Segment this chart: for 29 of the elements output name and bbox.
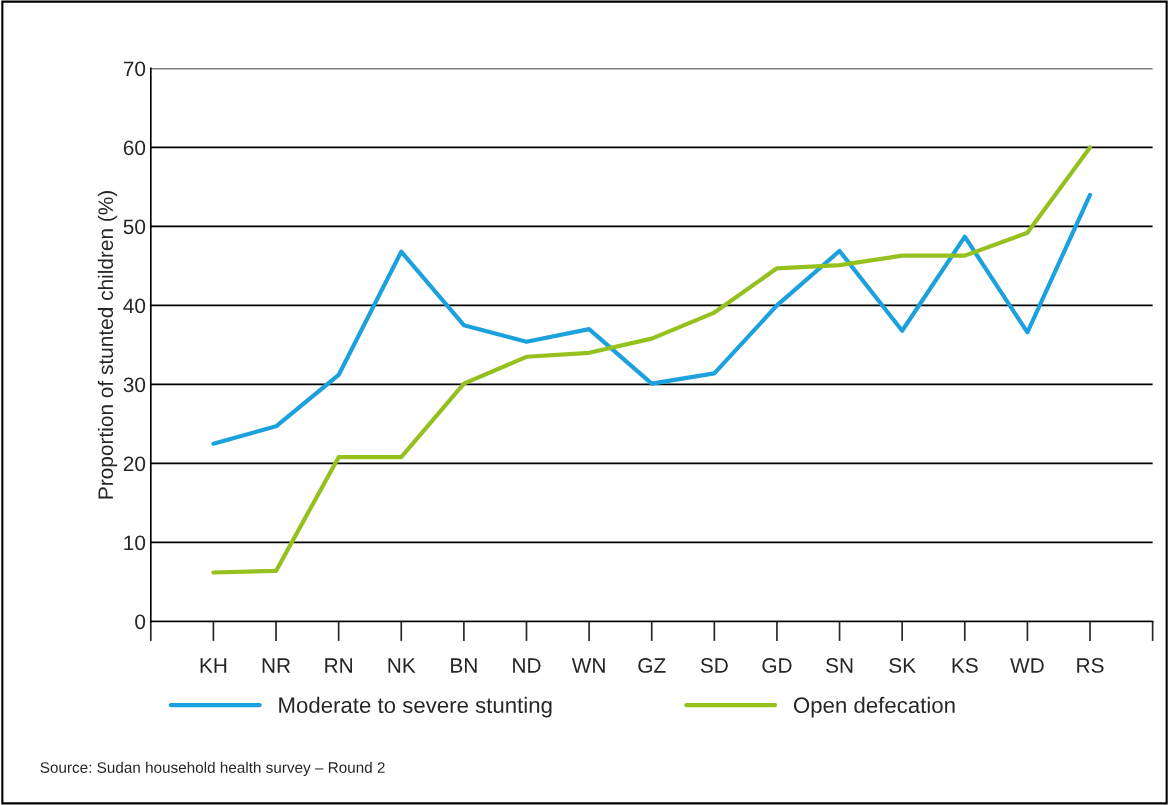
y-tick-label: 50 (123, 219, 146, 235)
y-tick-label: 10 (124, 535, 146, 551)
x-tick-label: RS (1077, 658, 1104, 673)
x-tick-label: NK (388, 658, 416, 673)
x-tick-label: SK (889, 658, 916, 673)
y-tick-label: 20 (123, 456, 146, 472)
x-tick-label: KS (952, 658, 978, 673)
line-series (211, 192, 1093, 446)
x-tick-label: GZ (638, 658, 666, 673)
x-tick-label: NR (262, 658, 291, 673)
y-tick-label: 70 (123, 61, 146, 77)
y-tick-label: 0 (135, 614, 146, 630)
x-tick-label: SN (826, 658, 853, 673)
source-note: Source: Sudan household health survey – Round 2 (40, 761, 385, 776)
x-tick-label: SD (700, 658, 728, 673)
y-tick-label: 40 (123, 298, 146, 314)
x-tick-label: BN (451, 658, 477, 673)
x-tick-label: ND (513, 658, 541, 673)
line-series (211, 145, 1093, 575)
x-tick-label: RN (325, 658, 352, 673)
y-tick-label: 60 (123, 140, 146, 156)
y-axis-title: Proportion of stunted children (%) (97, 191, 118, 499)
legend-label: Open defecation (793, 696, 955, 718)
x-tick-label: KH (200, 658, 227, 673)
y-tick-label: 30 (123, 377, 146, 393)
x-tick-label: WN (571, 658, 605, 673)
legend-label: Moderate to severe stunting (279, 696, 552, 718)
x-tick-label: WD (1010, 658, 1044, 673)
x-tick-label: GD (762, 658, 792, 673)
